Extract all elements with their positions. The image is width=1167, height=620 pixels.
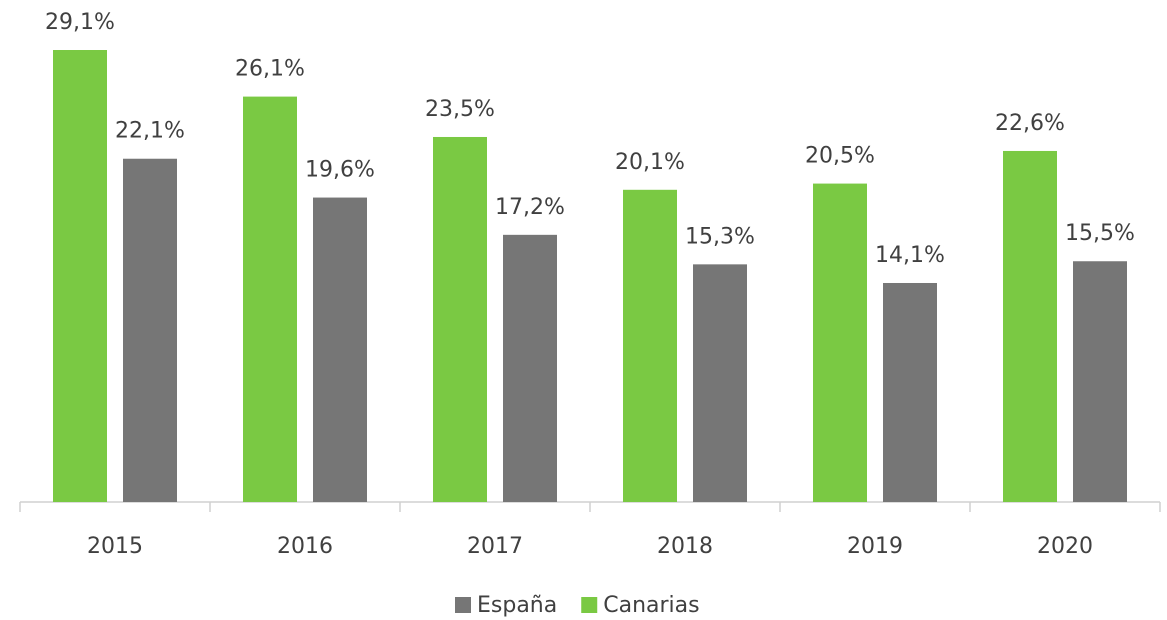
value-label: 26,1% bbox=[235, 57, 305, 82]
value-label: 22,6% bbox=[995, 111, 1065, 136]
legend-swatch bbox=[455, 597, 471, 613]
bar bbox=[1073, 261, 1127, 502]
value-label: 29,1% bbox=[45, 10, 115, 35]
bar bbox=[693, 264, 747, 502]
bar bbox=[503, 234, 557, 502]
bar bbox=[53, 50, 107, 502]
bar bbox=[313, 197, 367, 503]
legend-label: España bbox=[477, 593, 557, 618]
x-tick-label: 2019 bbox=[847, 534, 903, 559]
legend-label: Canarias bbox=[603, 593, 699, 618]
x-tick-label: 2016 bbox=[277, 534, 333, 559]
value-label: 23,5% bbox=[425, 97, 495, 122]
bar bbox=[883, 282, 937, 502]
value-label: 20,5% bbox=[805, 144, 875, 169]
value-label: 15,5% bbox=[1065, 221, 1135, 246]
bar bbox=[123, 158, 177, 502]
value-label: 15,3% bbox=[685, 224, 755, 249]
x-tick-label: 2017 bbox=[467, 534, 523, 559]
bar bbox=[433, 136, 487, 502]
x-tick-label: 2015 bbox=[87, 534, 143, 559]
value-label: 14,1% bbox=[875, 243, 945, 268]
value-label: 22,1% bbox=[115, 119, 185, 144]
bar bbox=[243, 96, 297, 503]
value-label: 20,1% bbox=[615, 150, 685, 175]
value-label: 17,2% bbox=[495, 195, 565, 220]
legend-swatch bbox=[581, 597, 598, 613]
bar bbox=[1003, 150, 1057, 502]
bar bbox=[623, 189, 677, 502]
x-tick-label: 2018 bbox=[657, 534, 713, 559]
value-label: 19,6% bbox=[305, 158, 375, 183]
bar bbox=[813, 183, 867, 502]
x-tick-label: 2020 bbox=[1037, 534, 1093, 559]
